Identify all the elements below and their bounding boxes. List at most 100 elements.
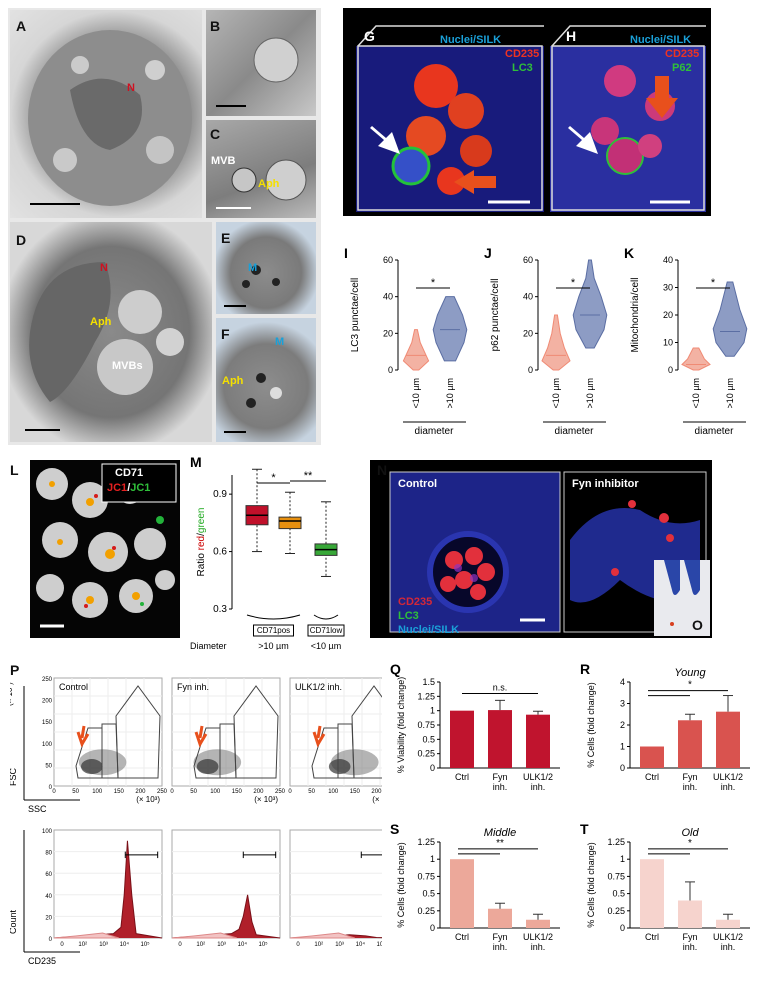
h-x-tick-label: 0: [178, 942, 182, 948]
violin-ylabel: p62 punctae/cell: [490, 279, 501, 352]
bar-category-label: ULK1/2: [713, 772, 743, 782]
em-image-b: [206, 10, 316, 116]
density-core: [328, 759, 351, 775]
bar-category-label: ULK1/2: [523, 932, 553, 942]
y-tick-label: 50: [45, 763, 52, 769]
panel-label-m: M: [190, 455, 202, 470]
y-tick-label: 1: [430, 706, 435, 716]
y-tick-label: 10: [663, 338, 673, 348]
fsc-label: FSC: [10, 767, 18, 786]
violin-category-label: <10 µm: [411, 378, 421, 408]
bar-category-label: inh.: [493, 782, 508, 792]
bar-chart-title: Young: [674, 667, 706, 679]
bar-ylabel: % Cells (fold change): [396, 842, 406, 928]
y-tick-label: 1.25: [607, 837, 625, 847]
violin-category-label: <10 µm: [551, 378, 561, 408]
panel-label-k: K: [624, 248, 634, 261]
bar-category-label: inh.: [683, 942, 698, 952]
violin-category-label: >10 µm: [585, 378, 595, 408]
bar-category-label: inh.: [531, 782, 546, 792]
panel-label-l: L: [10, 462, 19, 478]
gate-3: [351, 685, 382, 779]
n-label-cd235: CD235: [398, 596, 433, 608]
group-brace: [246, 614, 301, 620]
bar: [716, 711, 740, 768]
histogram-peak: [171, 894, 281, 939]
y-tick-label: 1.5: [422, 677, 435, 687]
bar-ylabel: % Cells (fold change): [586, 682, 596, 768]
label-nucleus-d: N: [100, 262, 108, 274]
h-label-cd235: CD235: [665, 48, 700, 60]
ylabel-word: Ratio: [196, 550, 207, 576]
g-label-nuclei: Nuclei/SILK: [440, 34, 502, 46]
y-tick-label: 0: [49, 785, 53, 791]
em-image-a: [10, 10, 202, 218]
y-tick-label: 40: [663, 255, 673, 265]
x-tick-label: 200: [135, 789, 146, 795]
panel-label-a: A: [16, 18, 27, 34]
sig-star: *: [571, 277, 576, 289]
h-x-tick-label: 10³: [99, 942, 108, 948]
x-tick-label: 100: [210, 789, 221, 795]
y-tick-label: 0.5: [422, 889, 435, 899]
h-y-tick-label: 0: [49, 937, 53, 943]
x-unit-label: (× 10³): [254, 795, 278, 804]
panel-label-r: R: [580, 662, 590, 677]
bar-category-label: Fyn: [492, 772, 507, 782]
y-tick-label: 20: [523, 328, 533, 338]
micro-image-l: [30, 460, 180, 638]
h-y-tick-label: 20: [45, 915, 52, 921]
h-x-tick-label: 10⁴: [356, 941, 366, 948]
sig-label: *: [688, 838, 692, 849]
y-tick-label: 1: [430, 854, 435, 864]
y-tick-label: 250: [42, 677, 53, 683]
panel-label-c: C: [210, 126, 221, 142]
x-tick-label: 100: [92, 789, 103, 795]
render-image-g: [356, 16, 544, 212]
em-image-d: [10, 222, 212, 442]
h-x-tick-label: 10²: [78, 942, 87, 948]
flow-histogram-box: [171, 829, 281, 939]
sig-label: n.s.: [493, 682, 508, 692]
bar: [526, 919, 550, 928]
panel-label-i: I: [344, 248, 348, 261]
bar-category-label: Ctrl: [455, 932, 469, 942]
bar-category-label: ULK1/2: [713, 932, 743, 942]
histogram-shoulder: [289, 932, 355, 939]
bar: [678, 720, 702, 768]
n-label-fyn: Fyn inhibitor: [572, 478, 639, 490]
panel-label-f: F: [221, 326, 230, 342]
x-unit-label: (× 10³): [372, 795, 382, 804]
x-tick-label: 250: [157, 789, 168, 795]
density-core: [196, 759, 219, 775]
h-x-tick-label: 10⁵: [140, 941, 150, 948]
x-tick-label: 50: [72, 789, 79, 795]
label-m-f: M: [275, 336, 285, 348]
flow-title: Control: [59, 682, 88, 692]
g-label-lc3: LC3: [512, 62, 533, 74]
panel-label-b: B: [210, 18, 221, 34]
em-image-f: [216, 318, 316, 442]
l-label-jc1-green: JC1: [130, 482, 151, 494]
histogram-shoulder: [171, 932, 237, 939]
y-tick-label: 2: [620, 720, 625, 730]
h-x-tick-label: 10⁴: [120, 941, 130, 948]
group-label-cd71low: CD71low: [310, 626, 343, 635]
y-tick-label: 150: [42, 720, 53, 726]
violin-ylabel: Mitochondria/cell: [630, 277, 641, 352]
violin-category-label: >10 µm: [445, 378, 455, 408]
y-tick-label: 20: [383, 328, 393, 338]
y-tick-label: 3: [620, 699, 625, 709]
violin-category-label: >10 µm: [725, 378, 735, 408]
diameter-lt10: <10 µm: [311, 641, 341, 650]
sig-star: **: [304, 470, 313, 482]
h-x-tick-label: 0: [60, 942, 64, 948]
y-tick-label: 0.6: [213, 547, 227, 558]
bar-category-label: Ctrl: [455, 772, 469, 782]
orange-arrow: [312, 725, 326, 748]
bar: [678, 900, 702, 928]
sig-label: **: [496, 838, 504, 849]
y-tick-label: 0.3: [213, 604, 227, 615]
gate-3: [115, 685, 161, 779]
